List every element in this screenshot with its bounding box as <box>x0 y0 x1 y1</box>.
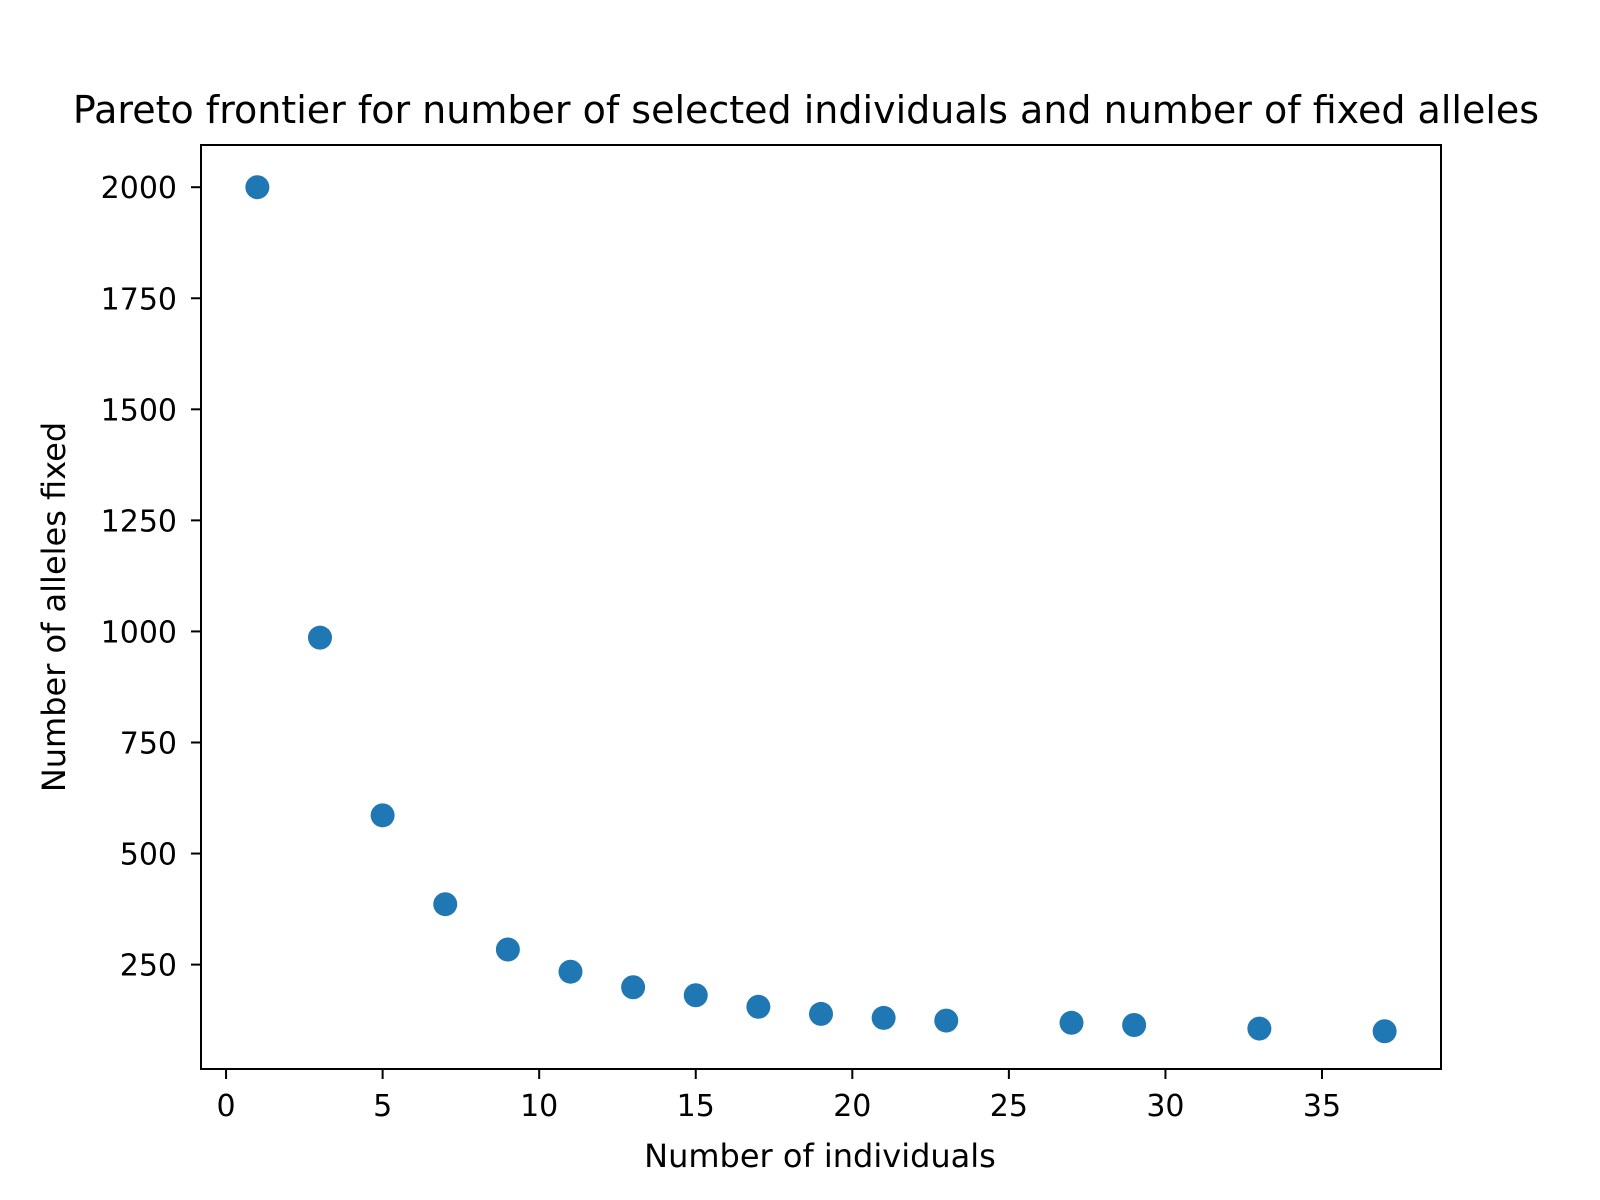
x-tick-label: 0 <box>217 1089 236 1124</box>
y-tick-label: 1000 <box>101 615 177 650</box>
data-point <box>746 994 771 1019</box>
x-tick-label: 25 <box>990 1089 1028 1124</box>
y-tick-label: 500 <box>120 838 177 873</box>
x-axis-label: Number of individuals <box>644 1137 996 1175</box>
x-tick-label: 15 <box>677 1089 715 1124</box>
plot-area-frame <box>200 144 1442 1070</box>
data-point <box>495 937 520 962</box>
x-tick-label: 30 <box>1146 1089 1184 1124</box>
y-tick-label: 1500 <box>101 393 177 428</box>
y-axis-label: Number of alleles fixed <box>35 422 73 792</box>
y-axis-ticks: 250 500 750 1000 1250 1500 1750 2000 <box>101 171 201 984</box>
x-tick-label: 20 <box>833 1089 871 1124</box>
x-tick-label: 10 <box>520 1089 558 1124</box>
data-point <box>433 892 458 917</box>
y-tick-label: 250 <box>120 949 177 984</box>
data-point <box>934 1008 959 1033</box>
data-point <box>1059 1010 1084 1035</box>
data-point <box>683 983 708 1008</box>
data-point <box>1372 1019 1397 1044</box>
data-point <box>809 1001 833 1026</box>
data-point <box>370 803 395 828</box>
data-point <box>621 975 646 1000</box>
data-point <box>871 1005 896 1030</box>
x-tick-label: 5 <box>373 1089 392 1124</box>
x-axis-ticks: 0 5 10 15 20 25 30 35 <box>217 1069 1341 1124</box>
data-point <box>558 959 583 984</box>
y-tick-label: 1750 <box>101 282 177 317</box>
x-tick-label: 35 <box>1303 1089 1341 1124</box>
data-point <box>307 625 332 650</box>
chart-title: Pareto frontier for number of selected i… <box>73 88 1539 132</box>
y-tick-label: 750 <box>120 726 177 761</box>
data-point <box>1122 1013 1147 1038</box>
data-point <box>245 175 270 200</box>
data-point <box>1247 1016 1272 1041</box>
data-points <box>245 175 1397 1044</box>
y-tick-label: 2000 <box>101 171 177 206</box>
y-tick-label: 1250 <box>101 504 177 539</box>
